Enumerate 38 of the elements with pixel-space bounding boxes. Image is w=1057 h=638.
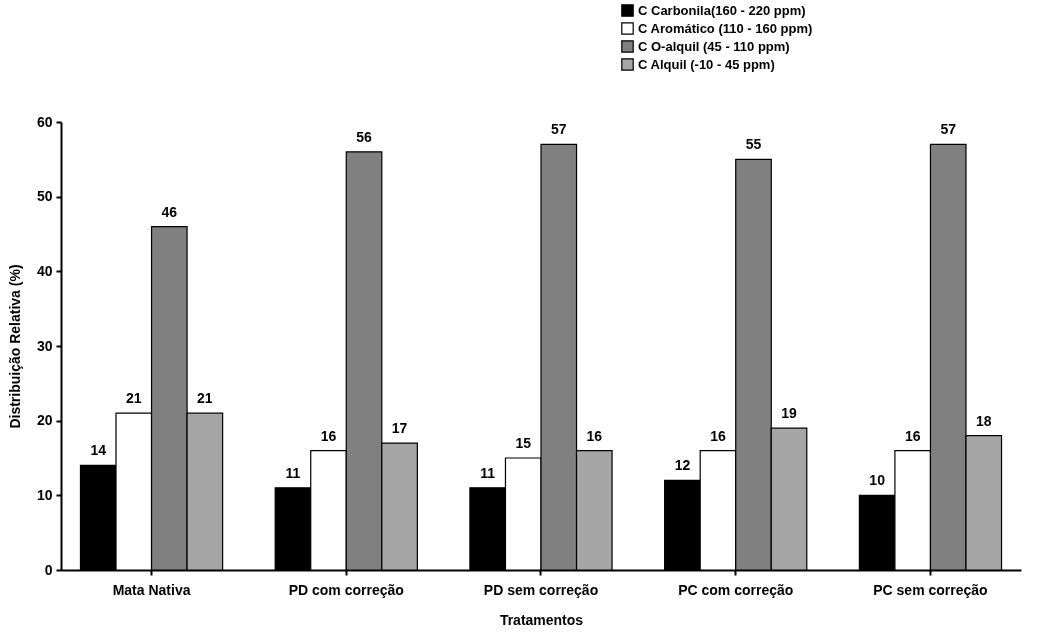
data-label: 12 xyxy=(674,457,691,474)
y-tick-label: 40 xyxy=(36,262,53,279)
data-label: 21 xyxy=(197,390,213,407)
y-tick-label: 50 xyxy=(36,188,53,205)
data-label: 16 xyxy=(586,427,603,444)
data-label: 19 xyxy=(781,405,798,422)
y-axis-title: Distribuição Relativa (%) xyxy=(6,264,23,429)
x-tick-label: PC com correção xyxy=(678,581,794,598)
x-axis-title: Tratamentos xyxy=(499,611,584,628)
legend-label: C Carbonila(160 - 220 ppm) xyxy=(638,2,806,18)
data-label: 11 xyxy=(480,464,496,481)
data-label: 10 xyxy=(869,472,886,489)
y-tick-label: 0 xyxy=(44,561,53,578)
x-tick-label: PD com correção xyxy=(288,581,404,598)
y-tick-label: 10 xyxy=(36,486,53,503)
data-label: 55 xyxy=(745,136,762,153)
data-label: 46 xyxy=(161,203,178,220)
x-tick-label: PC sem correção xyxy=(873,581,988,598)
data-label: 16 xyxy=(904,427,921,444)
data-label: 56 xyxy=(356,128,373,145)
data-label: 11 xyxy=(285,464,301,481)
legend-label: C Alquil (-10 - 45 ppm) xyxy=(638,56,775,72)
data-label: 21 xyxy=(125,390,142,407)
data-label: 18 xyxy=(975,412,992,429)
y-tick-label: 30 xyxy=(36,337,53,354)
data-label: 57 xyxy=(940,121,957,138)
data-label: 15 xyxy=(515,435,532,451)
data-label: 17 xyxy=(391,420,408,437)
data-label: 57 xyxy=(550,121,567,138)
data-label: 14 xyxy=(90,442,107,459)
y-tick-label: 60 xyxy=(36,113,53,130)
legend-label: C Aromático (110 - 160 ppm) xyxy=(638,20,813,36)
x-tick-label: PD sem correção xyxy=(483,581,599,598)
y-tick-label: 20 xyxy=(36,412,53,429)
data-label: 16 xyxy=(710,427,726,444)
x-tick-label: Mata Nativa xyxy=(112,581,191,598)
legend-label: C O-alquil (45 - 110 ppm) xyxy=(638,38,790,54)
data-label: 16 xyxy=(320,427,337,444)
